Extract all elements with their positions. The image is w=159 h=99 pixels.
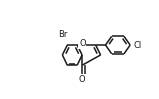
Text: O: O	[79, 39, 86, 48]
Text: Cl: Cl	[134, 40, 142, 50]
Text: O: O	[79, 75, 85, 84]
Text: Br: Br	[58, 30, 68, 39]
